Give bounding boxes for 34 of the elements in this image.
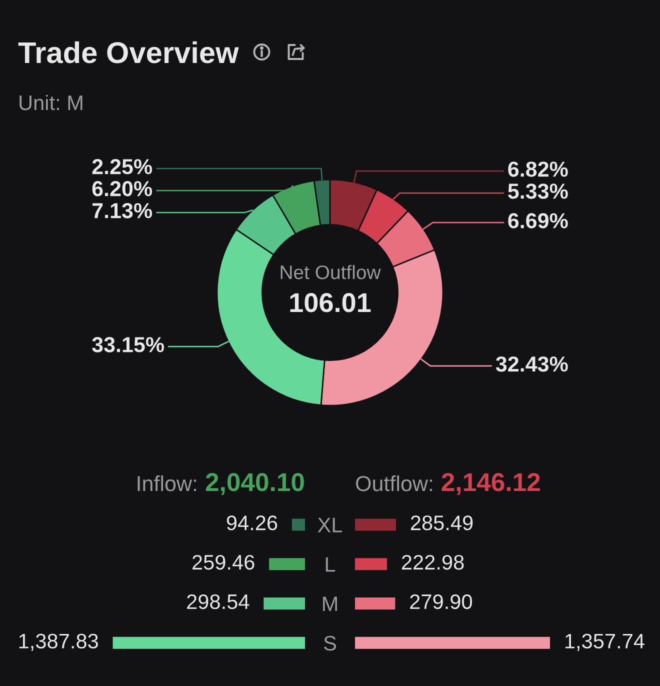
bar <box>269 558 305 570</box>
y-tick-label: XL <box>318 518 342 532</box>
data-label: 298.54 <box>187 594 250 610</box>
data-label: 222.98 <box>402 554 464 570</box>
data-label: 7.13% <box>92 203 152 218</box>
bar <box>292 518 305 531</box>
chart-title: Trade Overview <box>18 41 239 64</box>
bar <box>355 518 396 531</box>
text: Net Outflow <box>280 264 381 280</box>
data-label: 1,387.83 <box>19 634 98 651</box>
bar <box>355 558 388 570</box>
data-label: 2.25% <box>92 159 152 174</box>
text: 106.01 <box>290 293 371 312</box>
chart-subtitle: Unit: M <box>20 94 82 110</box>
bar <box>112 636 305 649</box>
data-label: 5.33% <box>508 184 568 199</box>
y-tick-label: M <box>323 596 337 612</box>
data-label: 279.90 <box>410 594 472 610</box>
data-label: 6.69% <box>508 213 568 228</box>
y-tick-label: S <box>324 636 336 651</box>
data-label: 285.49 <box>410 516 473 530</box>
data-label: 32.43% <box>496 356 568 372</box>
data-label: 94.26 <box>226 516 278 530</box>
data-label: 6.82% <box>508 162 568 177</box>
chart-title: Outflow: 2,146.12 <box>356 473 540 495</box>
bar <box>355 597 396 610</box>
y-tick-label: L <box>326 557 336 572</box>
data-label: 33.15% <box>92 337 164 352</box>
bar <box>264 597 305 610</box>
data-label: 259.46 <box>192 554 254 570</box>
chart-title: Inflow: 2,040.10 <box>138 473 304 495</box>
data-label: 6.20% <box>92 181 152 196</box>
data-label: 1,357.74 <box>565 634 644 651</box>
bar <box>355 636 550 649</box>
